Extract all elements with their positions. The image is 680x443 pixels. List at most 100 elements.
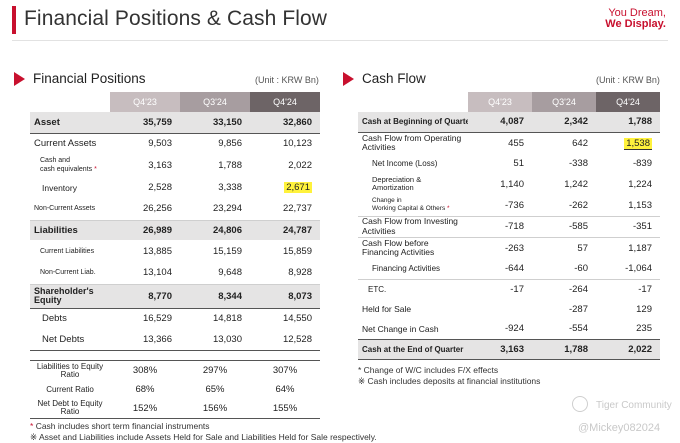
table-row: Non-Current Assets 26,256 23,294 22,737	[30, 198, 320, 221]
row-label: Cash Flow from Operating Activities	[362, 132, 462, 153]
cell-value: 1,788	[596, 112, 660, 133]
row-label: Cash at Beginning of Quarter	[358, 112, 468, 133]
watermark-text: Tiger Community	[596, 400, 672, 411]
title-accent-bar	[12, 6, 16, 34]
cell-value: -839	[632, 158, 652, 169]
cf-header-empty	[358, 92, 468, 112]
brand-logo: You Dream, We Display.	[605, 8, 666, 30]
fp-section-title: Financial Positions	[33, 71, 146, 86]
cell-value: 9,856	[218, 137, 242, 149]
ratio-value: 64%	[275, 384, 295, 395]
cell-value: 1,224	[628, 178, 652, 190]
table-row: Cash Flow from Investing Activities -718…	[358, 216, 660, 238]
cell-value: 13,030	[180, 329, 250, 351]
table-row: Asset 35,759 33,150 32,860	[30, 112, 320, 134]
tiger-logo-icon	[572, 396, 588, 412]
cell-value: 4,087	[468, 112, 532, 133]
row-label: Current Assets	[34, 137, 97, 149]
section-arrow-icon	[14, 72, 25, 86]
financial-positions-table: Q4'23 Q3'24 Q4'24 Asset 35,759 33,150 32…	[30, 92, 320, 351]
fp-unit-label: (Unit : KRW Bn)	[255, 75, 319, 85]
watermark-handle: @Mickey082024	[578, 422, 661, 434]
fp-header-empty	[30, 92, 110, 112]
page-title: Financial Positions & Cash Flow	[24, 7, 328, 30]
cell-value: 8,928	[250, 262, 320, 285]
cell-value: -554	[568, 323, 588, 335]
cf-unit-label: (Unit : KRW Bn)	[596, 75, 660, 85]
table-row: Cash Flow from Operating Activities 455 …	[358, 132, 660, 154]
ratio-row: Liabilities to Equity Ratio 308% 297% 30…	[30, 360, 320, 381]
row-label-line-1: Change in	[372, 197, 402, 205]
cell-value: 2,528	[148, 182, 172, 193]
row-label: Inventory	[42, 182, 77, 193]
row-label: Net Debts	[30, 329, 110, 351]
table-row: Shareholder's Equity 8,770 8,344 8,073	[30, 284, 320, 309]
cell-value: 13,885	[142, 245, 172, 257]
footnote-mark: *	[447, 205, 450, 213]
ratio-value: 308%	[132, 365, 158, 377]
cell-value: 51	[513, 158, 524, 169]
cell-value: 3,163	[468, 339, 532, 360]
cell-value: 1,788	[532, 339, 596, 360]
cell-value-highlighted: 2,671	[250, 177, 320, 198]
table-row: Change in Working Capital & Others * -73…	[358, 195, 660, 217]
cell-value: 1,140	[500, 178, 524, 190]
table-row: ETC. -17 -264 -17	[358, 279, 660, 299]
cell-value: 8,344	[180, 284, 250, 309]
highlight: 1,538	[624, 137, 652, 150]
cell-value: 8,770	[110, 284, 180, 309]
ratio-value: 297%	[202, 365, 228, 377]
cell-value: 3,338	[218, 182, 242, 193]
cf-col-q423: Q4'23	[468, 92, 532, 112]
ratio-row: Current Ratio 68% 65% 64%	[30, 381, 320, 399]
row-label: Non-Current Liab.	[30, 262, 110, 285]
cell-value: 9,648	[180, 262, 250, 285]
row-label-line-2: Working Capital & Others	[372, 205, 446, 213]
footnote-mark: *	[94, 166, 97, 173]
cf-footnote-1: * Change of W/C includes F/X effects	[358, 365, 499, 375]
row-label: Non-Current Assets	[30, 198, 110, 221]
table-row: Cash at Beginning of Quarter 4,087 2,342…	[358, 112, 660, 133]
cell-value: -17	[638, 283, 652, 295]
cell-value: 642	[572, 137, 588, 149]
cell-value: 23,294	[180, 198, 250, 221]
cell-value: 14,550	[282, 313, 312, 325]
table-row: Net Debts 13,366 13,030 12,528	[30, 329, 320, 351]
cell-value: -924	[504, 323, 524, 335]
row-label: Cash at the End of Quarter	[358, 339, 468, 360]
ratio-value: 65%	[205, 384, 225, 395]
cell-value: -585	[532, 216, 596, 238]
cf-footnote-2: ※ Cash includes deposits at financial in…	[358, 376, 541, 386]
fp-col-q424: Q4'24	[250, 92, 320, 112]
cell-value: 24,806	[180, 220, 250, 240]
cell-value: 12,528	[250, 329, 320, 351]
table-row: Held for Sale -287 129	[358, 299, 660, 319]
cell-value: 8,073	[250, 284, 320, 309]
table-row: Net Change in Cash -924 -554 235	[358, 319, 660, 339]
cell-value: 1,187	[628, 242, 652, 254]
cell-value: 2,342	[532, 112, 596, 133]
cell-value: 33,150	[180, 112, 250, 134]
table-row: Liabilities 26,989 24,806 24,787	[30, 220, 320, 240]
row-label: Depreciation & Amortization	[372, 174, 422, 192]
cell-value: 1,788	[218, 159, 242, 171]
cell-value: -736	[468, 195, 532, 217]
ratio-value: 68%	[135, 384, 155, 395]
table-row: Financing Activities -644 -60 -1,064	[358, 259, 660, 280]
table-row: Cash and cash equivalents * 3,163 1,788 …	[30, 153, 320, 177]
cell-value: 129	[636, 303, 652, 315]
brand-line-1: You Dream,	[608, 7, 666, 19]
cell-value: 26,256	[110, 198, 180, 221]
table-row: Cash Flow before Financing Activities -2…	[358, 237, 660, 259]
ratio-label: Liabilities to Equity Ratio	[36, 361, 104, 379]
cell-value: 455	[508, 137, 524, 149]
cell-value: 24,787	[250, 220, 320, 240]
cell-value: 35,759	[110, 112, 180, 134]
table-row: Net Income (Loss) 51 -338 -839	[358, 154, 660, 173]
ratio-row: Net Debt to Equity Ratio 152% 156% 155%	[30, 398, 320, 419]
cf-col-q324: Q3'24	[532, 92, 596, 112]
cell-value-highlighted: 1,538	[596, 132, 660, 154]
cash-flow-table: Q4'23 Q3'24 Q4'24 Cash at Beginning of Q…	[358, 92, 660, 360]
cell-value: -17	[510, 283, 524, 295]
row-label-line-1: Cash and	[40, 157, 70, 164]
